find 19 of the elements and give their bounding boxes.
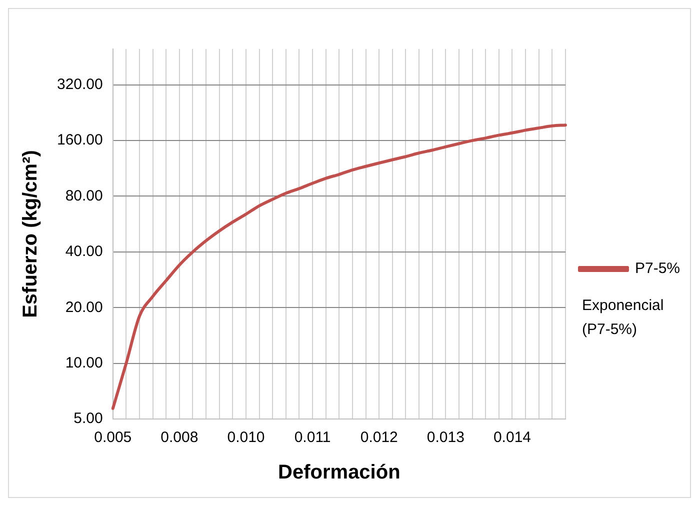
y-tick-label: 5.00 — [74, 410, 103, 428]
y-tick-label: 10.00 — [65, 354, 103, 372]
x-tick-label: 0.013 — [426, 429, 464, 446]
y-tick-label: 20.00 — [65, 298, 103, 316]
y-tick-label: 80.00 — [65, 187, 103, 204]
text: Exponencial (P7-5%) — [582, 296, 665, 340]
legend-label: P7-5% — [634, 260, 680, 278]
y-tick-label: 40.00 — [65, 243, 103, 260]
x-axis-title: Deformación — [278, 462, 400, 484]
x-tick-label: 0.014 — [493, 429, 532, 446]
y-axis-title: Esfuerzo (kg/cm²) — [20, 150, 42, 318]
x-tick-label: 0.005 — [94, 429, 132, 446]
line-series — [111, 124, 567, 410]
x-tick-label: 0.010 — [227, 429, 265, 446]
x-tick-label: 0.008 — [160, 429, 198, 446]
x-tick-label: 0.012 — [360, 429, 398, 446]
y-tick-label: 320.00 — [56, 76, 103, 93]
x-tick-label: 0.011 — [294, 429, 331, 446]
y-tick-label: 160.00 — [56, 132, 103, 149]
